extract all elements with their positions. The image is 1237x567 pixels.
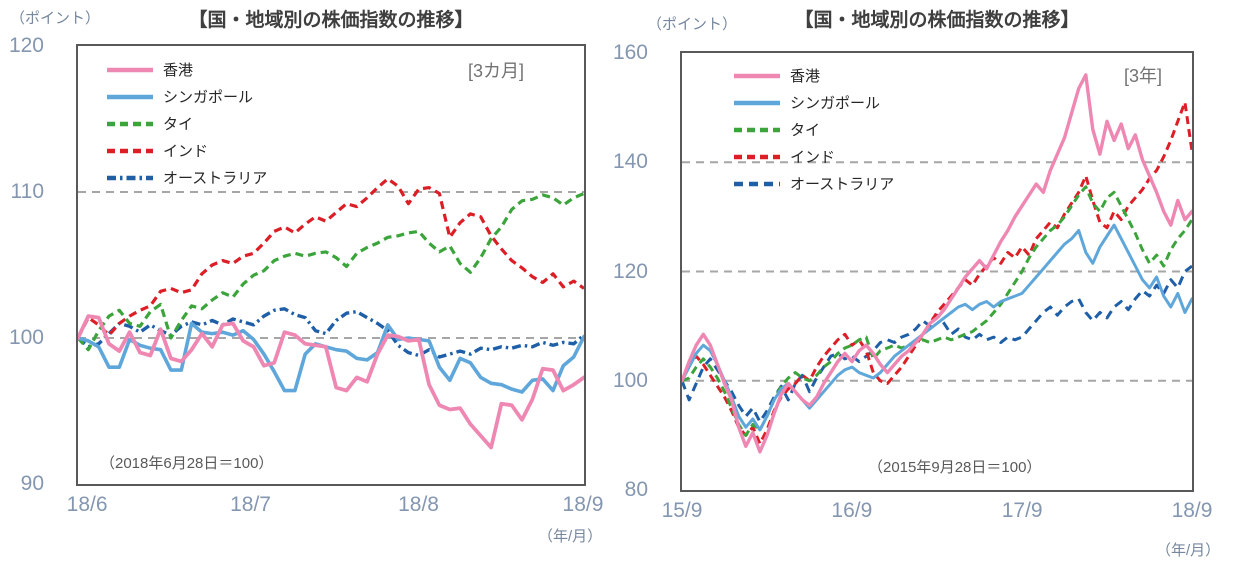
plot-area-3month [76, 44, 586, 486]
legend-label: タイ [163, 116, 194, 133]
chart-title: 【国・地域別の株価指数の推移】 [188, 10, 474, 31]
y-axis-unit-label: （ポイント） [647, 16, 738, 33]
base-date-note: （2015年9月28日＝100） [868, 459, 1042, 476]
y-axis-tick: 100 [612, 368, 648, 392]
legend-item: タイ [733, 116, 894, 143]
plot-svg [78, 177, 584, 450]
y-axis-unit-label: （ポイント） [10, 10, 101, 27]
legend-item: 香港 [733, 62, 894, 89]
y-axis-tick: 100 [8, 326, 44, 349]
series-line-インド [78, 177, 584, 339]
x-axis-tick: 18/9 [1171, 499, 1213, 522]
legend-label: タイ [790, 122, 821, 139]
legend: 香港シンガポール タイインドオーストラリア [106, 56, 267, 191]
legend-swatch [734, 127, 780, 132]
x-axis-unit-label: （年/月） [1156, 542, 1221, 559]
legend: 香港シンガポール タイインドオーストラリア [733, 62, 894, 197]
series-line-タイ [78, 192, 584, 352]
y-axis-tick: 80 [624, 478, 648, 501]
legend-item: タイ [106, 110, 267, 137]
x-axis-tick: 18/8 [398, 493, 439, 516]
series-line-タイ [682, 185, 1192, 437]
legend-item: オーストラリア [733, 170, 894, 197]
legend-label: インド [163, 143, 209, 160]
x-axis-tick: 17/9 [1001, 499, 1043, 522]
legend-item: シンガポール [106, 83, 267, 110]
x-axis-tick: 18/6 [66, 493, 108, 516]
legend-swatch [107, 67, 153, 72]
plot-svg [682, 73, 1192, 454]
series-line-インド [682, 100, 1192, 446]
legend-label: シンガポール [790, 95, 881, 112]
y-axis-tick: 110 [10, 180, 44, 203]
x-axis-tick: 16/9 [831, 499, 873, 522]
x-axis-tick: 18/9 [562, 493, 604, 516]
legend-label: シンガポール [163, 89, 254, 106]
series-line-香港 [682, 73, 1192, 454]
series-line-シンガポール [682, 223, 1192, 432]
period-badge-3month: [3カ月] [468, 61, 525, 81]
y-axis-tick: 120 [612, 259, 648, 283]
series-line-オーストラリア [682, 264, 1192, 424]
x-axis-unit-label: （年/月） [538, 528, 603, 545]
legend-label: 香港 [790, 68, 821, 85]
legend-item: インド [106, 137, 267, 164]
legend-swatch [107, 148, 153, 153]
legend-label: インド [790, 149, 836, 166]
legend-item: インド [733, 143, 894, 170]
legend-swatch [734, 100, 780, 105]
period-badge-3year: [3年] [1124, 66, 1163, 86]
legend-swatch [107, 94, 153, 99]
x-axis-tick: 18/7 [230, 493, 271, 516]
plot-area-3year [680, 51, 1194, 492]
legend-label: 香港 [163, 62, 194, 79]
chart-title: 【国・地域別の株価指数の推移】 [794, 10, 1080, 31]
y-axis-tick: 160 [612, 41, 648, 64]
series-line-シンガポール [78, 321, 584, 394]
legend-item: オーストラリア [106, 164, 267, 191]
y-axis-tick: 120 [8, 34, 44, 57]
y-axis-tick: 90 [20, 472, 44, 495]
legend-swatch [734, 154, 780, 159]
series-line-オーストラリア [78, 307, 584, 359]
legend-label: オーストラリア [790, 176, 895, 193]
series-line-香港 [78, 314, 584, 450]
base-date-note: （2018年6月28日＝100） [100, 455, 274, 472]
legend-swatch [107, 175, 153, 180]
legend-item: シンガポール [733, 89, 894, 116]
x-axis-tick: 15/9 [661, 499, 703, 522]
legend-swatch [734, 181, 780, 186]
y-axis-tick: 140 [612, 150, 648, 174]
legend-label: オーストラリア [163, 170, 268, 187]
legend-item: 香港 [106, 56, 267, 83]
legend-swatch [107, 121, 153, 126]
legend-swatch [734, 73, 780, 78]
